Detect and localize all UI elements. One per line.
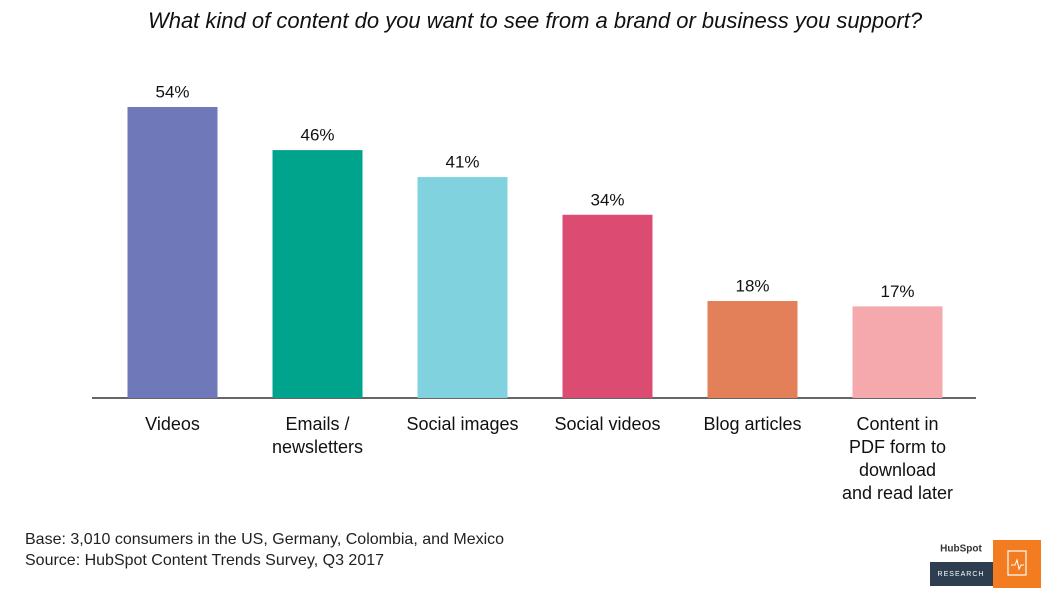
value-label: 18% (735, 276, 769, 295)
value-label: 46% (300, 126, 334, 145)
bar (417, 177, 508, 398)
x-tick-label: Social images (406, 414, 518, 434)
logo-label: RESEARCH (938, 571, 985, 578)
source-note: Source: HubSpot Content Trends Survey, Q… (25, 552, 384, 569)
value-label: 34% (590, 190, 624, 209)
logo-icon (1007, 550, 1027, 576)
logo: HubSpot RESEARCH (930, 540, 1041, 588)
logo-icon-box (993, 540, 1041, 588)
x-tick-label: Social videos (554, 414, 660, 434)
logo-brand: HubSpot (940, 544, 982, 555)
bar (127, 107, 218, 398)
logo-icon-pulse (1011, 558, 1024, 571)
x-tick-label: Content in PDF form to download and read la… (842, 414, 953, 503)
bar (707, 301, 798, 398)
logo-band (930, 562, 993, 586)
x-tick-label: Blog articles (703, 414, 801, 434)
bar (562, 214, 653, 398)
chart-title: What kind of content do you want to see … (148, 8, 923, 33)
bar (272, 150, 363, 398)
value-label: 41% (445, 153, 479, 172)
x-tick-label: Videos (145, 414, 200, 434)
value-label: 54% (155, 82, 189, 101)
value-label: 17% (880, 282, 914, 301)
x-tick-label: Emails / newsletters (272, 414, 363, 457)
base-note: Base: 3,010 consumers in the US, Germany… (25, 531, 504, 548)
bar (852, 306, 943, 398)
